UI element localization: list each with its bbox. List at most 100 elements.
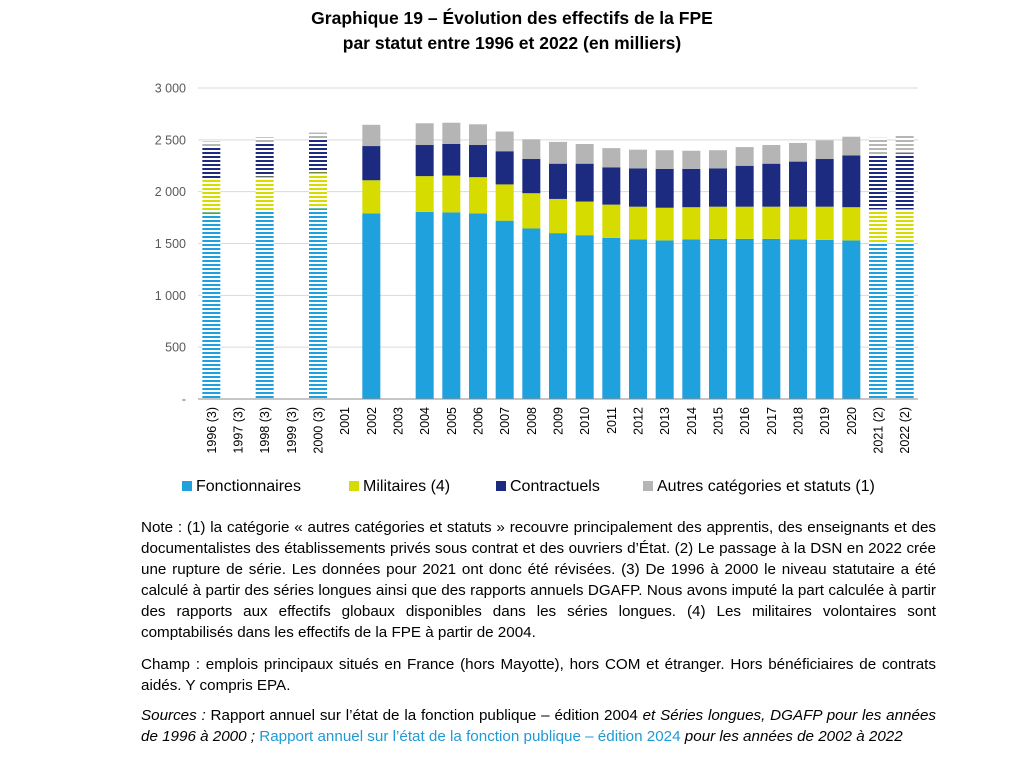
x-tick-label: 2021 (2) — [872, 407, 886, 454]
x-tick-label: 2006 — [472, 407, 486, 435]
bar-segment-contractuels — [895, 153, 914, 210]
bar-segment-autres — [682, 150, 701, 169]
sources-part-3: pour les années de 2002 à 2022 — [680, 728, 903, 745]
bar-segment-fonctionnaires — [789, 239, 807, 399]
bar-segment-autres — [522, 139, 541, 160]
bar-segment-contractuels — [442, 143, 461, 176]
x-tick-label: 2019 — [818, 407, 832, 435]
x-tick-label: 2018 — [792, 407, 806, 435]
bar-segment-militaires — [842, 207, 861, 241]
champ-paragraph: Champ : emplois principaux situés en Fra… — [141, 654, 936, 696]
bar-segment-militaires — [522, 193, 541, 229]
note-paragraph: Note : (1) la catégorie « autres catégor… — [141, 517, 936, 643]
bar-segment-militaires — [309, 172, 327, 209]
bar-segment-fonctionnaires — [575, 235, 594, 399]
bar-segment-militaires — [469, 177, 487, 214]
bar-segment-militaires — [495, 184, 514, 221]
legend-label-militaires: Militaires (4) — [363, 478, 450, 495]
bar-segment-fonctionnaires — [842, 240, 861, 399]
bar-segment-fonctionnaires — [815, 239, 834, 399]
bar-segment-fonctionnaires — [762, 238, 781, 399]
chart-title-line-1: Graphique 19 – Évolution des effectifs d… — [311, 8, 713, 28]
y-tick-label: 2 500 — [155, 133, 186, 147]
sources-part-1: Rapport annuel sur l’état de la fonction… — [205, 707, 643, 724]
x-tick-label: 2001 — [338, 407, 352, 435]
bar-segment-contractuels — [202, 147, 221, 180]
x-tick-label: 2016 — [738, 407, 752, 435]
bar-segment-militaires — [869, 209, 887, 244]
bar-segment-fonctionnaires — [549, 233, 567, 399]
y-tick-label: 2 000 — [155, 185, 186, 199]
x-tick-label: 1999 (3) — [285, 407, 299, 454]
legend-label-contractuels: Contractuels — [510, 478, 600, 495]
bar-segment-militaires — [789, 206, 807, 240]
bar-segment-fonctionnaires — [735, 238, 754, 399]
x-tick-label: 2017 — [765, 407, 779, 435]
bar-segment-contractuels — [549, 163, 567, 199]
x-tick-label: 2002 — [365, 407, 379, 435]
bar-segment-autres — [842, 136, 861, 156]
bar-segment-autres — [255, 137, 274, 144]
bar-segment-autres — [655, 150, 674, 169]
legend-swatch-autres — [643, 481, 653, 491]
bar-segment-militaires — [682, 207, 701, 240]
x-tick-label: 2008 — [525, 407, 539, 435]
bar-segment-autres — [762, 145, 781, 164]
bar-segment-autres — [789, 142, 807, 162]
bar-segment-autres — [442, 122, 461, 144]
bar-segment-contractuels — [762, 163, 781, 207]
bar-segment-militaires — [415, 176, 434, 212]
bar-segment-fonctionnaires — [869, 243, 887, 399]
bar-segment-contractuels — [495, 151, 514, 185]
bar-segment-contractuels — [709, 168, 727, 207]
note-text: Note : (1) la catégorie « autres catégor… — [141, 519, 936, 641]
bar-segment-militaires — [815, 206, 834, 240]
bar-segment-autres — [549, 141, 567, 164]
legend-label-autres: Autres catégories et statuts (1) — [657, 478, 875, 495]
bar-segment-militaires — [629, 206, 647, 240]
bar-segment-militaires — [762, 206, 781, 239]
bar-segment-autres — [629, 149, 647, 169]
legend-swatch-militaires — [349, 481, 359, 491]
bar-segment-fonctionnaires — [442, 212, 461, 399]
sources-part-2: et Séries longues, DGAFP pour les années… — [141, 707, 936, 745]
x-tick-label: 2003 — [392, 407, 406, 435]
bar-segment-militaires — [362, 180, 381, 214]
bar-segment-contractuels — [522, 159, 541, 194]
y-axis: - 500 1 000 1 500 2 000 2 500 3 000 — [155, 82, 186, 407]
bar-segment-contractuels — [575, 163, 594, 202]
x-tick-label: 2007 — [498, 407, 512, 435]
y-tick-label: 500 — [165, 341, 186, 355]
bar-segment-militaires — [575, 201, 594, 236]
y-tick-label: 3 000 — [155, 82, 186, 96]
bar-segment-contractuels — [362, 146, 381, 181]
x-tick-label: 2009 — [552, 407, 566, 435]
bar-segment-contractuels — [602, 167, 621, 205]
bar-segment-fonctionnaires — [895, 243, 914, 399]
x-tick-label: 2012 — [632, 407, 646, 435]
bar-segment-militaires — [709, 206, 727, 239]
bar-segment-fonctionnaires — [709, 238, 727, 399]
bar-segment-contractuels — [309, 138, 327, 173]
bar-segment-autres — [202, 141, 221, 148]
legend-label-fonctionnaires: Fonctionnaires — [196, 478, 301, 495]
bar-segment-fonctionnaires — [629, 239, 647, 399]
x-tick-label: 1997 (3) — [232, 407, 246, 454]
bar-segment-contractuels — [469, 145, 487, 178]
bar-segment-contractuels — [255, 143, 274, 177]
sources-report-link[interactable]: Rapport annuel sur l’état de la fonction… — [259, 728, 681, 745]
x-tick-label: 2022 (2) — [898, 407, 912, 454]
x-tick-label: 2000 (3) — [312, 407, 326, 454]
bar-segment-fonctionnaires — [309, 208, 327, 399]
bar-segment-autres — [309, 132, 327, 139]
bar-segment-fonctionnaires — [655, 240, 674, 399]
bar-segment-contractuels — [869, 155, 887, 210]
bar-segment-militaires — [202, 179, 221, 213]
bar-segment-militaires — [549, 198, 567, 234]
y-tick-label: 1 000 — [155, 289, 186, 303]
bar-segment-autres — [415, 123, 434, 146]
bar-segment-contractuels — [629, 168, 647, 207]
bar-segment-autres — [575, 143, 594, 164]
bar-segment-militaires — [895, 209, 914, 244]
